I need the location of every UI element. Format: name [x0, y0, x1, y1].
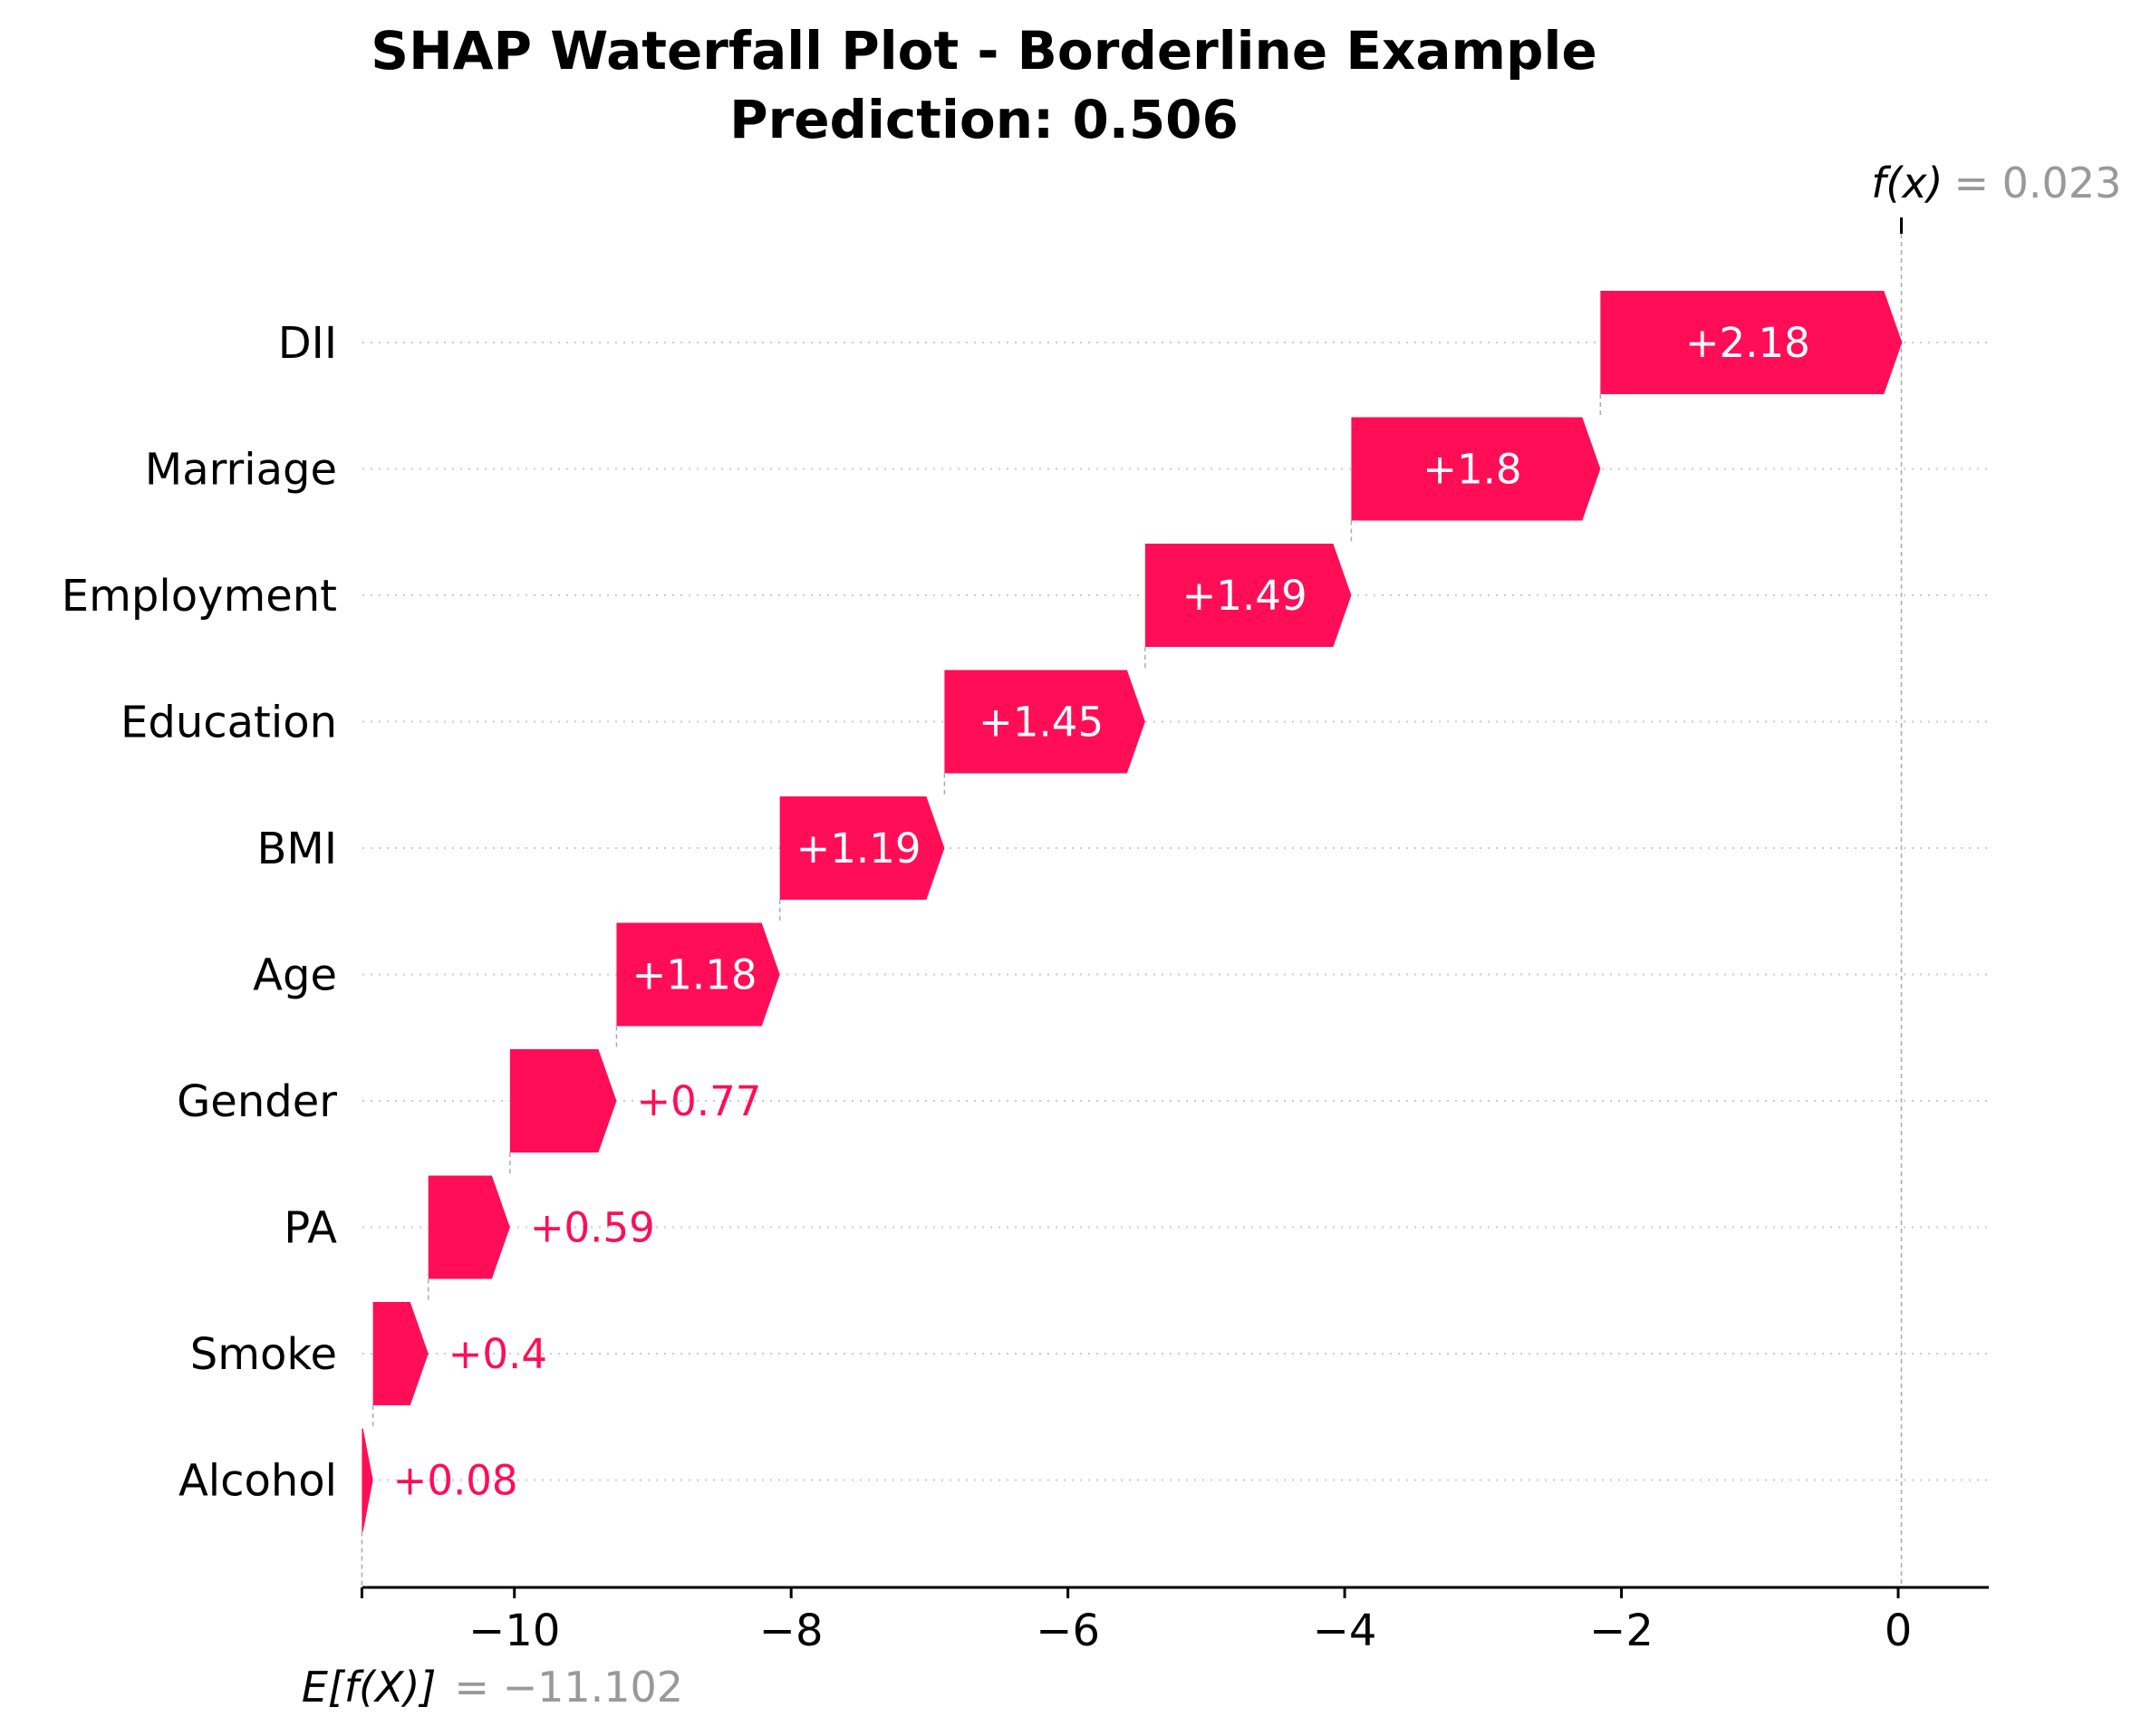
value-label-gender: +0.77: [636, 1077, 761, 1125]
output-annotation: f(x) = 0.023: [1871, 159, 2121, 234]
bar-alcohol: [362, 1429, 372, 1532]
value-label-smoke: +0.4: [449, 1330, 547, 1378]
value-label-education: +1.45: [979, 699, 1104, 747]
x-tick-label: −6: [1036, 1606, 1100, 1656]
value-label-age: +1.18: [632, 951, 757, 999]
chart-subtitle: Prediction: 0.506: [729, 89, 1239, 150]
grid-lines: [362, 342, 1989, 1480]
feature-name-bmi: BMI: [257, 824, 338, 874]
chart-title: SHAP Waterfall Plot - Borderline Example: [371, 20, 1596, 82]
bar-pa: [429, 1176, 510, 1279]
x-axis: −10 −8 −6 −4 −2 0: [362, 1587, 1989, 1656]
x-tick-label: −10: [468, 1606, 560, 1656]
feature-name-gender: Gender: [177, 1076, 337, 1127]
x-tick-label: −8: [759, 1606, 824, 1656]
value-label-bmi: +1.19: [796, 825, 921, 873]
value-label-dii: +2.18: [1685, 319, 1810, 367]
feature-name-dii: DII: [278, 318, 337, 369]
value-label-alcohol: +0.08: [393, 1457, 518, 1505]
output-value-number: = 0.023: [1954, 159, 2122, 207]
base-value-number: = −11.102: [454, 1663, 683, 1712]
bar-smoke: [373, 1302, 429, 1405]
connector-lines: [362, 217, 1902, 1587]
feature-name-smoke: Smoke: [190, 1329, 337, 1380]
base-annotation: E[f(X)] = −11.102: [302, 1663, 683, 1712]
value-label-pa: +0.59: [530, 1204, 655, 1252]
x-tick-label: 0: [1885, 1606, 1913, 1656]
value-label-marriage: +1.8: [1423, 446, 1521, 494]
feature-name-age: Age: [253, 950, 337, 1001]
x-tick-label: −2: [1589, 1606, 1654, 1656]
feature-name-alcohol: Alcohol: [178, 1456, 337, 1507]
feature-name-employment: Employment: [62, 571, 337, 622]
x-tick-label: −4: [1313, 1606, 1377, 1656]
bars: [362, 291, 1902, 1532]
value-label-employment: +1.49: [1182, 572, 1307, 620]
output-value-label: f(x): [1871, 159, 1943, 207]
feature-name-education: Education: [121, 698, 337, 748]
feature-name-marriage: Marriage: [145, 445, 337, 496]
bar-gender: [510, 1049, 617, 1153]
feature-name-pa: PA: [284, 1203, 337, 1254]
base-value-label: E[f(X)]: [302, 1663, 437, 1712]
